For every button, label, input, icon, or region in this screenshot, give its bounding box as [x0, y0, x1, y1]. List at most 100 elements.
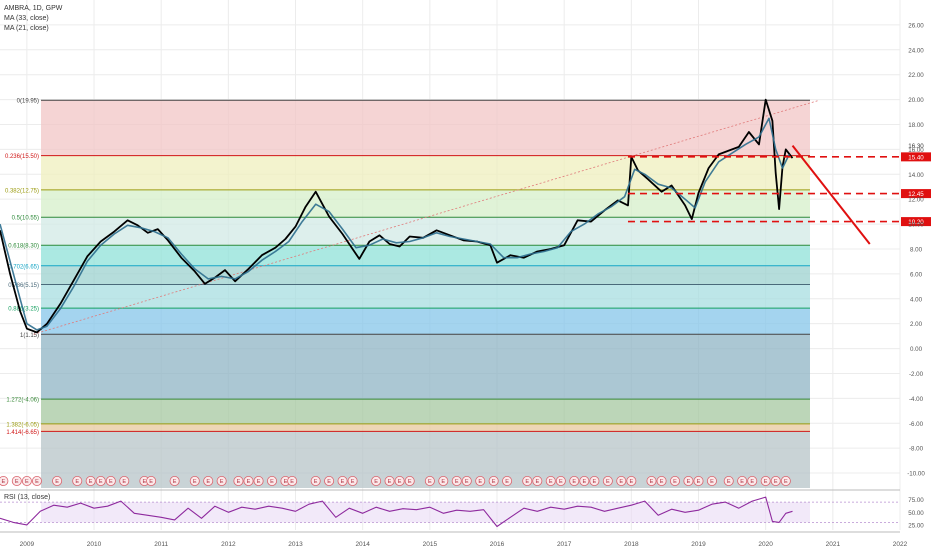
earnings-marker-icon[interactable]: [310, 475, 321, 486]
rsi-label[interactable]: RSI (13, close): [4, 494, 51, 501]
earnings-marker-icon[interactable]: [31, 475, 42, 486]
earnings-marker-icon[interactable]: [693, 475, 704, 486]
time-axis-label: 2019: [691, 541, 706, 548]
fib-level-label: 0.382(12.75): [5, 188, 39, 194]
price-axis-label: 14.00: [908, 172, 924, 179]
price-axis-label: 4.00: [910, 296, 923, 303]
earnings-marker-icon[interactable]: [475, 475, 486, 486]
earnings-marker-label: E: [428, 479, 432, 485]
earnings-marker-icon[interactable]: [11, 475, 22, 486]
rsi-axis-label: 75.00: [908, 497, 924, 504]
earnings-marker-icon[interactable]: [589, 475, 600, 486]
time-axis-label: 2017: [557, 541, 572, 548]
fib-zone: [41, 265, 810, 285]
earnings-marker-icon[interactable]: [532, 475, 543, 486]
earnings-marker-icon[interactable]: [737, 475, 748, 486]
earnings-marker-icon[interactable]: [384, 475, 395, 486]
earnings-marker-icon[interactable]: [451, 475, 462, 486]
earnings-marker-icon[interactable]: [347, 475, 358, 486]
earnings-marker-icon[interactable]: [394, 475, 405, 486]
time-axis-label: 2018: [624, 541, 639, 548]
earnings-marker-icon[interactable]: [760, 475, 771, 486]
earnings-marker-label: E: [374, 479, 378, 485]
earnings-marker-icon[interactable]: [770, 475, 781, 486]
earnings-marker-label: E: [398, 479, 402, 485]
earnings-marker-icon[interactable]: [545, 475, 556, 486]
earnings-marker-icon[interactable]: [21, 475, 32, 486]
earnings-marker-icon[interactable]: [522, 475, 533, 486]
earnings-marker-icon[interactable]: [438, 475, 449, 486]
earnings-marker-icon[interactable]: [371, 475, 382, 486]
earnings-marker-icon[interactable]: [579, 475, 590, 486]
earnings-marker-label: E: [525, 479, 529, 485]
fib-trendline[interactable]: [33, 99, 820, 335]
horizontal-levels: 15.40 12.45 10.20 16.30: [627, 143, 931, 245]
level-price-label: 15.40: [908, 154, 924, 161]
earnings-marker-icon[interactable]: [243, 475, 254, 486]
level-price-tag: [901, 189, 931, 199]
fib-level-label: 1.414(-6.65): [6, 430, 39, 436]
earnings-marker-label: E: [465, 479, 469, 485]
earnings-marker-icon[interactable]: [52, 475, 63, 486]
earnings-marker-icon[interactable]: [747, 475, 758, 486]
fib-level-lines: 0(19.95) 0.236(15.50) 0.382(12.75) 0.5(10.5…: [5, 99, 820, 436]
rsi-line[interactable]: [0, 496, 793, 528]
earnings-marker-icon[interactable]: [723, 475, 734, 486]
earnings-marker-icon[interactable]: [488, 475, 499, 486]
earnings-marker-label: E: [25, 479, 29, 485]
earnings-marker-label: E: [257, 479, 261, 485]
earnings-marker-icon[interactable]: [105, 475, 116, 486]
earnings-marker-icon[interactable]: [216, 475, 227, 486]
rsi-axis-label: 25.00: [908, 522, 924, 529]
earnings-marker-icon[interactable]: [555, 475, 566, 486]
earnings-marker-icon[interactable]: [646, 475, 657, 486]
earnings-marker-label: E: [650, 479, 654, 485]
earnings-marker-label: E: [193, 479, 197, 485]
price-axis-label: 8.00: [910, 246, 923, 253]
earnings-marker-icon[interactable]: [780, 475, 791, 486]
earnings-marker-icon[interactable]: [337, 475, 348, 486]
earnings-marker-icon[interactable]: [72, 475, 83, 486]
earnings-marker-icon[interactable]: [85, 475, 96, 486]
earnings-marker-icon[interactable]: [626, 475, 637, 486]
earnings-marker-icon[interactable]: [706, 475, 717, 486]
earnings-marker-icon[interactable]: [267, 475, 278, 486]
earnings-marker-label: E: [143, 479, 147, 485]
earnings-marker-icon[interactable]: [670, 475, 681, 486]
earnings-marker-icon[interactable]: [683, 475, 694, 486]
earnings-marker-icon[interactable]: [602, 475, 613, 486]
earnings-marker-icon[interactable]: [203, 475, 214, 486]
earnings-marker-icon[interactable]: [233, 475, 244, 486]
earnings-marker-icon[interactable]: [0, 476, 9, 486]
earnings-marker-icon[interactable]: [95, 475, 106, 486]
earnings-marker-icon[interactable]: [461, 475, 472, 486]
earnings-marker-icon[interactable]: [169, 475, 180, 486]
earnings-marker-icon[interactable]: [189, 475, 200, 486]
earnings-marker-label: E: [727, 479, 731, 485]
price-axis-label: 12.00: [908, 197, 924, 204]
price-axis-label: -8.00: [909, 446, 924, 453]
earnings-marker-icon[interactable]: [119, 475, 130, 486]
earnings-marker-label: E: [388, 479, 392, 485]
price-axis-label: -2.00: [909, 371, 924, 378]
earnings-marker-icon[interactable]: [502, 475, 513, 486]
earnings-marker-icon[interactable]: [324, 475, 335, 486]
earnings-marker-icon[interactable]: [287, 475, 298, 486]
ma21-label[interactable]: MA (21, close): [4, 25, 49, 32]
time-axis-label: 2012: [221, 541, 236, 548]
ma33-label[interactable]: MA (33, close): [4, 15, 49, 22]
earnings-marker-icon[interactable]: [253, 475, 264, 486]
earnings-marker-icon[interactable]: [404, 475, 415, 486]
earnings-marker-label: E: [173, 479, 177, 485]
earnings-marker-icon[interactable]: [616, 475, 627, 486]
projection-line[interactable]: [791, 145, 871, 245]
earnings-marker-icon[interactable]: [424, 475, 435, 486]
earnings-marker-icon[interactable]: [569, 475, 580, 486]
earnings-marker-icon[interactable]: [146, 475, 157, 486]
earnings-marker-label: E: [710, 479, 714, 485]
rsi-panel: 75.00 50.00 25.00: [0, 489, 924, 529]
price-axis-label: 10.00: [908, 222, 924, 229]
earnings-marker-icon[interactable]: [656, 475, 667, 486]
symbol-label[interactable]: AMBRA, 1D, GPW: [4, 5, 63, 12]
